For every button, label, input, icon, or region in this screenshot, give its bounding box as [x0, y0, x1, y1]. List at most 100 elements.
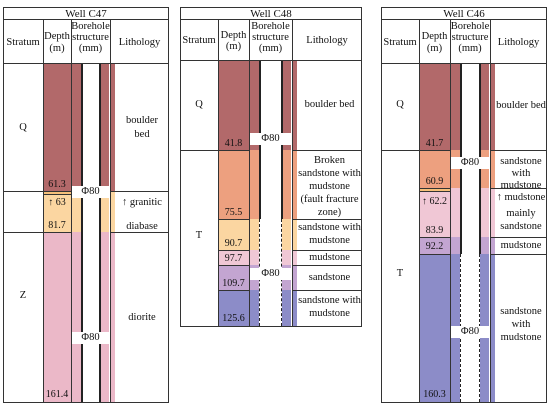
header-depth: Depth — [44, 31, 70, 42]
layer-boundary — [490, 188, 547, 189]
depth-value: 75.5 — [224, 207, 243, 218]
layer-band-q — [219, 61, 249, 150]
casing-left — [451, 237, 460, 254]
lithology-band — [293, 219, 297, 250]
layer-band-sandmud2 — [420, 254, 450, 402]
lithology-label: (fault fracture — [300, 194, 359, 205]
lithology-label: sandstone with — [298, 222, 361, 233]
casing-right — [480, 188, 489, 237]
header-divider — [180, 60, 362, 61]
lithology-label: mudstone — [500, 240, 542, 251]
layer-band-granitic — [44, 191, 71, 194]
layer-boundary — [292, 219, 362, 220]
layer-boundary — [218, 290, 249, 291]
header-borehole: structure — [252, 32, 289, 43]
lithology-band — [491, 237, 495, 254]
layer-boundary — [419, 254, 450, 255]
depth-value: 125.6 — [222, 313, 245, 324]
depth-value: 160.3 — [423, 389, 446, 400]
well-c48-frame — [180, 7, 362, 327]
header-stratum: Stratum — [383, 37, 417, 48]
layer-band-sandmud — [420, 150, 450, 188]
col-divider — [218, 19, 219, 327]
casing-right — [282, 61, 291, 150]
col-divider — [71, 19, 72, 403]
layer-boundary — [180, 150, 249, 151]
lithology-label: ↑ mudstone — [496, 192, 546, 203]
lithology-label: sandstone with — [298, 168, 361, 179]
stratum-label: T — [396, 268, 404, 279]
lithology-band — [293, 265, 297, 290]
layer-boundary — [292, 290, 362, 291]
layer-boundary — [3, 232, 71, 233]
layer-boundary — [3, 191, 71, 192]
depth-value: ↑ 62.2 — [422, 196, 447, 207]
casing-diameter: Φ80 — [72, 332, 109, 344]
casing-left — [72, 64, 81, 191]
lithology-band — [111, 232, 115, 402]
layer-boundary — [292, 150, 362, 151]
layer-boundary — [292, 250, 362, 251]
lithology-label: zone) — [317, 207, 342, 218]
col-divider — [249, 19, 250, 327]
layer-band-mudstone — [420, 237, 450, 254]
casing-left — [72, 194, 81, 232]
layer-band-diorite — [44, 232, 71, 402]
casing-left — [72, 232, 81, 402]
layer-boundary — [381, 150, 450, 151]
col-divider — [419, 19, 420, 403]
depth-value: 97.7 — [224, 253, 243, 264]
lithology-label: mudstone — [309, 181, 350, 192]
lithology-band — [293, 250, 297, 265]
casing-right — [480, 150, 489, 188]
layer-band-q — [44, 64, 71, 191]
casing-left — [250, 290, 259, 326]
lithology-band — [491, 150, 495, 188]
casing-right — [282, 150, 291, 219]
layer-boundary — [218, 219, 249, 220]
lithology-label: mudstone — [500, 332, 542, 343]
depth-value: 161.4 — [45, 389, 69, 400]
lithology-label: sandstone with — [298, 295, 361, 306]
layer-boundary — [419, 191, 450, 192]
casing-left — [250, 250, 259, 265]
casing-right — [480, 64, 489, 150]
lithology-label: with — [511, 168, 531, 179]
lithology-band — [491, 188, 495, 237]
layer-boundary — [419, 237, 450, 238]
stratum-label: Q — [19, 122, 27, 133]
casing-diameter: Φ80 — [250, 133, 291, 145]
depth-value: 81.7 — [48, 220, 66, 231]
casing-left — [250, 61, 259, 150]
stratum-label: Q — [195, 99, 203, 110]
layer-boundary — [490, 254, 547, 255]
layer-band-mudstone-thin — [420, 188, 450, 191]
layer-boundary — [218, 250, 249, 251]
depth-value: 61.3 — [48, 179, 66, 190]
col-divider — [450, 19, 451, 403]
layer-boundary — [110, 232, 169, 233]
header-borehole: Borehole — [450, 21, 490, 32]
well-title: Well C48 — [250, 8, 292, 20]
layer-band-sandmud — [219, 219, 249, 250]
lithology-label: mainly — [506, 208, 536, 219]
lithology-label: mudstone — [309, 308, 350, 319]
depth-value: 109.7 — [222, 278, 245, 289]
layer-band-sandstone — [420, 191, 450, 237]
lithology-band — [293, 61, 297, 150]
layer-boundary — [43, 194, 71, 195]
casing-left — [451, 150, 460, 188]
lithology-label: boulder bed — [496, 100, 546, 111]
lithology-label: with — [511, 319, 531, 330]
header-lithology: Lithology — [118, 37, 161, 48]
title-divider — [381, 19, 547, 20]
depth-value: 60.9 — [425, 176, 444, 187]
header-borehole: structure — [72, 32, 109, 43]
casing-left — [250, 219, 259, 250]
title-divider — [180, 19, 362, 20]
layer-band-q — [420, 64, 450, 150]
header-lithology: Lithology — [306, 35, 348, 46]
depth-value: ↑ 63 — [48, 197, 66, 208]
casing-wall — [81, 64, 83, 402]
header-lithology: Lithology — [497, 37, 540, 48]
